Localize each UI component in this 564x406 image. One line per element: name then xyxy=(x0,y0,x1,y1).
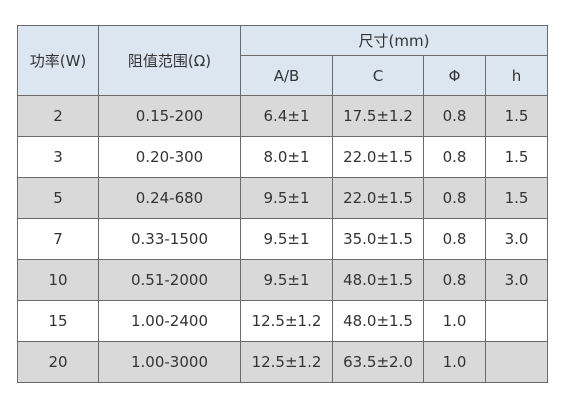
table-cell xyxy=(485,300,548,342)
table-cell: 0.51-2000 xyxy=(98,259,241,301)
table-cell: 0.8 xyxy=(423,218,486,260)
table-cell: 0.24-680 xyxy=(98,177,241,219)
table-row: 3 0.20-300 8.0±1 22.0±1.5 0.8 1.5 xyxy=(17,136,548,178)
table-cell: 0.15-200 xyxy=(98,95,241,137)
table-cell: 2 xyxy=(17,95,99,137)
table-cell: 1.5 xyxy=(485,95,548,137)
table-cell: 3.0 xyxy=(485,259,548,301)
table-cell: 0.8 xyxy=(423,177,486,219)
table-cell: 22.0±1.5 xyxy=(332,136,424,178)
table-cell: 0.20-300 xyxy=(98,136,241,178)
header-cell: 功率(W) xyxy=(17,25,99,96)
table-body: 2 0.15-200 6.4±1 17.5±1.2 0.8 1.5 3 0.20-300 8.0… xyxy=(17,95,548,383)
table-cell: 63.5±2.0 xyxy=(332,341,424,383)
table-row: 2 0.15-200 6.4±1 17.5±1.2 0.8 1.5 xyxy=(17,95,548,137)
table-cell: 3.0 xyxy=(485,218,548,260)
table-cell: 1.00-2400 xyxy=(98,300,241,342)
table-cell: 17.5±1.2 xyxy=(332,95,424,137)
table-cell: 22.0±1.5 xyxy=(332,177,424,219)
header-cell: 阻值范围(Ω) xyxy=(98,25,241,96)
table-row: 10 0.51-2000 9.5±1 48.0±1.5 0.8 3.0 xyxy=(17,259,548,301)
table-header: 功率(W) 阻值范围(Ω) 尺寸(mm) A/B C Φ h xyxy=(17,25,548,96)
spec-table: 功率(W) 阻值范围(Ω) 尺寸(mm) A/B C Φ h 2 0.15-200… xyxy=(17,25,548,383)
table-cell: 8.0±1 xyxy=(240,136,333,178)
table-cell: 1.00-3000 xyxy=(98,341,241,383)
header-cell: h xyxy=(485,55,548,96)
table-cell: 12.5±1.2 xyxy=(240,341,333,383)
table-cell: 9.5±1 xyxy=(240,259,333,301)
table-cell: 12.5±1.2 xyxy=(240,300,333,342)
table-cell: 7 xyxy=(17,218,99,260)
table-cell: 0.8 xyxy=(423,95,486,137)
table-cell: 48.0±1.5 xyxy=(332,259,424,301)
table-cell: 20 xyxy=(17,341,99,383)
header-cell: A/B xyxy=(240,55,333,96)
table-cell: 0.8 xyxy=(423,136,486,178)
table-row: 7 0.33-1500 9.5±1 35.0±1.5 0.8 3.0 xyxy=(17,218,548,260)
table-cell: 0.33-1500 xyxy=(98,218,241,260)
table-cell: 3 xyxy=(17,136,99,178)
table-cell: 6.4±1 xyxy=(240,95,333,137)
table-cell: 9.5±1 xyxy=(240,177,333,219)
table-cell: 15 xyxy=(17,300,99,342)
table-cell: 48.0±1.5 xyxy=(332,300,424,342)
header-cell: Φ xyxy=(423,55,486,96)
header-cell: 尺寸(mm) xyxy=(240,25,548,56)
table-cell: 1.0 xyxy=(423,300,486,342)
table-cell: 9.5±1 xyxy=(240,218,333,260)
header-cell: C xyxy=(332,55,424,96)
table-cell: 35.0±1.5 xyxy=(332,218,424,260)
table-row: 15 1.00-2400 12.5±1.2 48.0±1.5 1.0 xyxy=(17,300,548,342)
table-cell xyxy=(485,341,548,383)
table-cell: 1.5 xyxy=(485,136,548,178)
table-cell: 0.8 xyxy=(423,259,486,301)
table-row: 5 0.24-680 9.5±1 22.0±1.5 0.8 1.5 xyxy=(17,177,548,219)
table-cell: 5 xyxy=(17,177,99,219)
table-cell: 1.0 xyxy=(423,341,486,383)
table-cell: 10 xyxy=(17,259,99,301)
table-cell: 1.5 xyxy=(485,177,548,219)
table-row: 20 1.00-3000 12.5±1.2 63.5±2.0 1.0 xyxy=(17,341,548,383)
